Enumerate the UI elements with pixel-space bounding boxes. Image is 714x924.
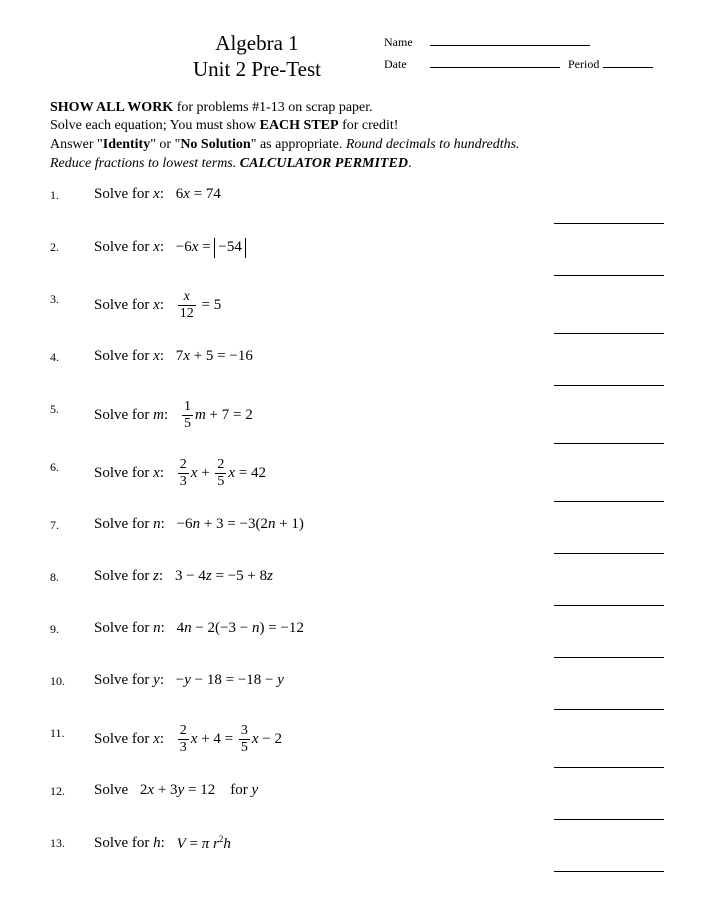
problem-row: 8.Solve for z: 3 − 4z = −5 + 8z [50, 568, 664, 620]
title-line1: Algebra 1 [130, 30, 384, 56]
answer-blank[interactable] [554, 698, 664, 710]
solve-label: Solve for x: [94, 186, 164, 203]
solve-label: Solve for z: [94, 568, 163, 585]
problem-row: 4.Solve for x: 7x + 5 = −16 [50, 348, 664, 400]
problem-row: 7.Solve for n: −6n + 3 = −3(2n + 1) [50, 516, 664, 568]
problem-text: Solve for x: x12 = 5 [94, 290, 664, 321]
answer-blank[interactable] [554, 322, 664, 334]
answer-blank[interactable] [554, 542, 664, 554]
name-blank[interactable] [430, 34, 590, 46]
problem-row: 11.Solve for x: 23x + 4 = 35x − 2 [50, 724, 664, 782]
problem-text: Solve for n: −6n + 3 = −3(2n + 1) [94, 516, 664, 533]
answer-blank[interactable] [554, 432, 664, 444]
instr-line2: Solve each equation; You must show EACH … [50, 117, 664, 136]
problem-row: 5.Solve for m: 15m + 7 = 2 [50, 400, 664, 458]
equation: −y − 18 = −18 − y [172, 672, 284, 689]
answer-blank[interactable] [554, 808, 664, 820]
problem-number: 7. [50, 516, 94, 533]
solve-label: Solve for x: [94, 731, 164, 748]
problem-text: Solve for m: 15m + 7 = 2 [94, 400, 664, 431]
answer-blank[interactable] [554, 490, 664, 502]
problem-row: 9.Solve for n: 4n − 2(−3 − n) = −12 [50, 620, 664, 672]
answer-blank[interactable] [554, 594, 664, 606]
period-blank[interactable] [603, 56, 653, 68]
solve-label: Solve for y: [94, 672, 164, 689]
problem-number: 10. [50, 672, 94, 689]
answer-blank[interactable] [554, 756, 664, 768]
problems-list: 1.Solve for x: 6x = 742.Solve for x: −6x… [50, 186, 664, 886]
problem-row: 6.Solve for x: 23x + 25x = 42 [50, 458, 664, 516]
problem-text: Solve for x: −6x = −54 [94, 238, 664, 258]
answer-blank[interactable] [554, 860, 664, 872]
problem-row: 10.Solve for y: −y − 18 = −18 − y [50, 672, 664, 724]
instr-line4: Reduce fractions to lowest terms. CALCUL… [50, 155, 664, 174]
equation: 2x + 3y = 12 for y [136, 782, 258, 799]
problem-number: 8. [50, 568, 94, 585]
solve-label: Solve for x: [94, 239, 164, 256]
period-label: Period [568, 57, 599, 72]
problem-number: 13. [50, 834, 94, 851]
equation: −6n + 3 = −3(2n + 1) [173, 516, 304, 533]
problem-row: 3.Solve for x: x12 = 5 [50, 290, 664, 348]
problem-row: 2.Solve for x: −6x = −54 [50, 238, 664, 290]
problem-text: Solve for z: 3 − 4z = −5 + 8z [94, 568, 664, 585]
date-blank[interactable] [430, 56, 560, 68]
problem-row: 1.Solve for x: 6x = 74 [50, 186, 664, 238]
problem-number: 5. [50, 400, 94, 417]
problem-text: Solve for x: 6x = 74 [94, 186, 664, 203]
problem-text: Solve for x: 7x + 5 = −16 [94, 348, 664, 365]
problem-number: 2. [50, 238, 94, 255]
problem-number: 9. [50, 620, 94, 637]
answer-blank[interactable] [554, 646, 664, 658]
equation: 23x + 4 = 35x − 2 [172, 724, 282, 755]
solve-label: Solve [94, 782, 128, 799]
problem-number: 12. [50, 782, 94, 799]
title-line2: Unit 2 Pre-Test [130, 56, 384, 82]
equation: x12 = 5 [172, 290, 221, 321]
problem-number: 1. [50, 186, 94, 203]
problem-row: 13.Solve for h: V = π r2h [50, 834, 664, 886]
equation: 23x + 25x = 42 [172, 458, 266, 489]
equation: V = π r2h [173, 834, 231, 853]
equation: 15m + 7 = 2 [176, 400, 253, 431]
problem-text: Solve 2x + 3y = 12 for y [94, 782, 664, 799]
solve-label: Solve for n: [94, 620, 165, 637]
problem-text: Solve for x: 23x + 4 = 35x − 2 [94, 724, 664, 755]
equation: −6x = −54 [172, 238, 246, 258]
equation: 7x + 5 = −16 [172, 348, 253, 365]
name-label: Name [384, 35, 426, 50]
solve-label: Solve for x: [94, 465, 164, 482]
header: Algebra 1 Unit 2 Pre-Test Name Date Peri… [50, 30, 664, 83]
date-row: Date Period [384, 56, 664, 72]
date-label: Date [384, 57, 426, 72]
problem-number: 3. [50, 290, 94, 307]
instr-line1: SHOW ALL WORK for problems #1-13 on scra… [50, 99, 664, 118]
problem-text: Solve for h: V = π r2h [94, 834, 664, 853]
problem-text: Solve for n: 4n − 2(−3 − n) = −12 [94, 620, 664, 637]
problem-text: Solve for x: 23x + 25x = 42 [94, 458, 664, 489]
problem-number: 6. [50, 458, 94, 475]
solve-label: Solve for m: [94, 407, 168, 424]
problem-text: Solve for y: −y − 18 = −18 − y [94, 672, 664, 689]
solve-label: Solve for x: [94, 348, 164, 365]
solve-label: Solve for x: [94, 297, 164, 314]
answer-blank[interactable] [554, 264, 664, 276]
solve-label: Solve for n: [94, 516, 165, 533]
problem-number: 11. [50, 724, 94, 741]
instr-line3: Answer "Identity" or "No Solution" as ap… [50, 136, 664, 155]
name-row: Name [384, 34, 664, 50]
answer-blank[interactable] [554, 374, 664, 386]
instructions: SHOW ALL WORK for problems #1-13 on scra… [50, 99, 664, 175]
title-block: Algebra 1 Unit 2 Pre-Test [50, 30, 384, 83]
equation: 6x = 74 [172, 186, 221, 203]
equation: 4n − 2(−3 − n) = −12 [173, 620, 304, 637]
answer-blank[interactable] [554, 212, 664, 224]
id-block: Name Date Period [384, 30, 664, 78]
problem-number: 4. [50, 348, 94, 365]
solve-label: Solve for h: [94, 835, 165, 852]
problem-row: 12.Solve 2x + 3y = 12 for y [50, 782, 664, 834]
equation: 3 − 4z = −5 + 8z [171, 568, 273, 585]
